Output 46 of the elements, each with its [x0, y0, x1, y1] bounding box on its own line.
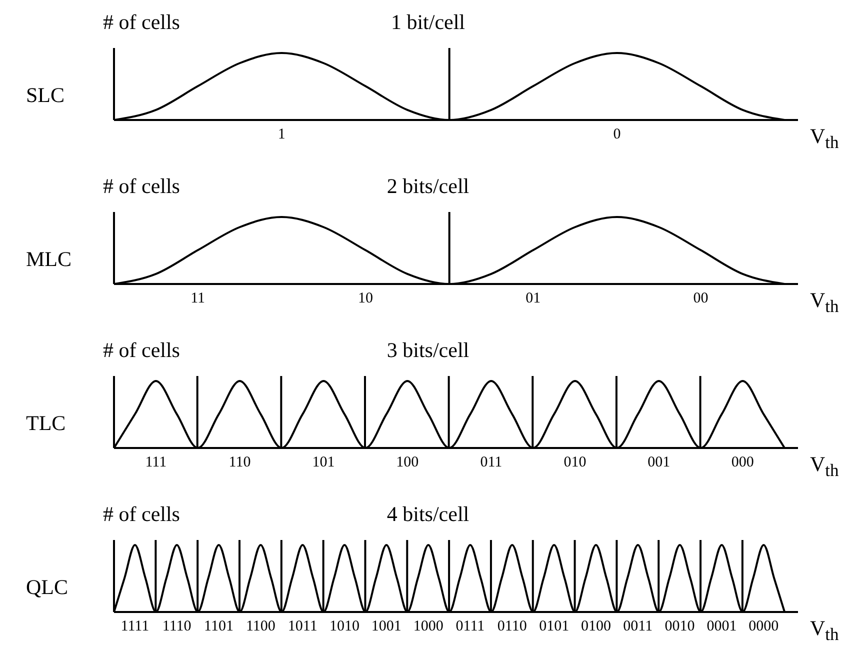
text: QLC — [26, 575, 68, 600]
chart-title: 4 bits/cell — [386, 502, 470, 526]
x-tick-label: 1011 — [288, 618, 318, 635]
x-tick-label: 1010 — [330, 618, 360, 635]
chart-title: 2 bits/cell — [386, 174, 470, 198]
x-tick-label: 0111 — [456, 618, 485, 635]
x-tick-label: 100 — [396, 454, 419, 471]
x-axis-title: V$_{th}$ — [810, 452, 839, 482]
x-tick-label: 0110 — [497, 618, 527, 635]
x-axis-title: V$_{th}$ — [810, 288, 839, 318]
x-tick-label: 0000 — [748, 618, 779, 635]
y-axis-title: # of cells — [103, 338, 180, 363]
text: TLC — [26, 411, 66, 436]
x-tick-label: 01 — [526, 290, 541, 307]
chart-title: 1 bit/cell — [390, 10, 466, 34]
x-tick-label: 1111 — [120, 618, 150, 635]
x-tick-label: 00 — [693, 290, 708, 307]
x-tick-label: 0101 — [539, 618, 570, 635]
x-tick-label: 101 — [312, 454, 335, 471]
x-axis-title: V$_{th}$ — [810, 616, 839, 646]
x-tick-label: 110 — [228, 454, 251, 471]
x-tick-label: 010 — [564, 454, 586, 471]
x-tick-label: 0011 — [623, 618, 653, 635]
x-tick-label: 1100 — [246, 618, 276, 635]
chart-title: 3 bits/cell — [386, 338, 470, 362]
x-tick-label: 1101 — [204, 618, 234, 635]
x-tick-label: 111 — [145, 454, 167, 471]
x-tick-label: 001 — [648, 454, 670, 471]
x-tick-label: 0100 — [580, 618, 611, 635]
x-tick-label: 1110 — [162, 618, 192, 635]
text: SLC — [26, 83, 65, 108]
x-tick-label: 0010 — [664, 618, 695, 635]
x-tick-label: 11 — [190, 290, 206, 307]
x-tick-label: 1000 — [413, 618, 444, 635]
x-tick-label: 10 — [358, 290, 373, 307]
x-tick-label: 0001 — [706, 618, 737, 635]
x-tick-label: 0 — [613, 126, 621, 143]
y-axis-title: # of cells — [103, 174, 180, 199]
x-tick-label: 1 — [278, 126, 286, 143]
y-axis-title: # of cells — [103, 10, 180, 35]
x-tick-label: 011 — [480, 454, 502, 471]
y-axis-title: # of cells — [103, 502, 180, 527]
text: MLC — [26, 247, 72, 272]
x-tick-label: 000 — [731, 454, 754, 471]
x-tick-label: 1001 — [371, 618, 402, 635]
x-axis-title: V$_{th}$ — [810, 124, 839, 154]
